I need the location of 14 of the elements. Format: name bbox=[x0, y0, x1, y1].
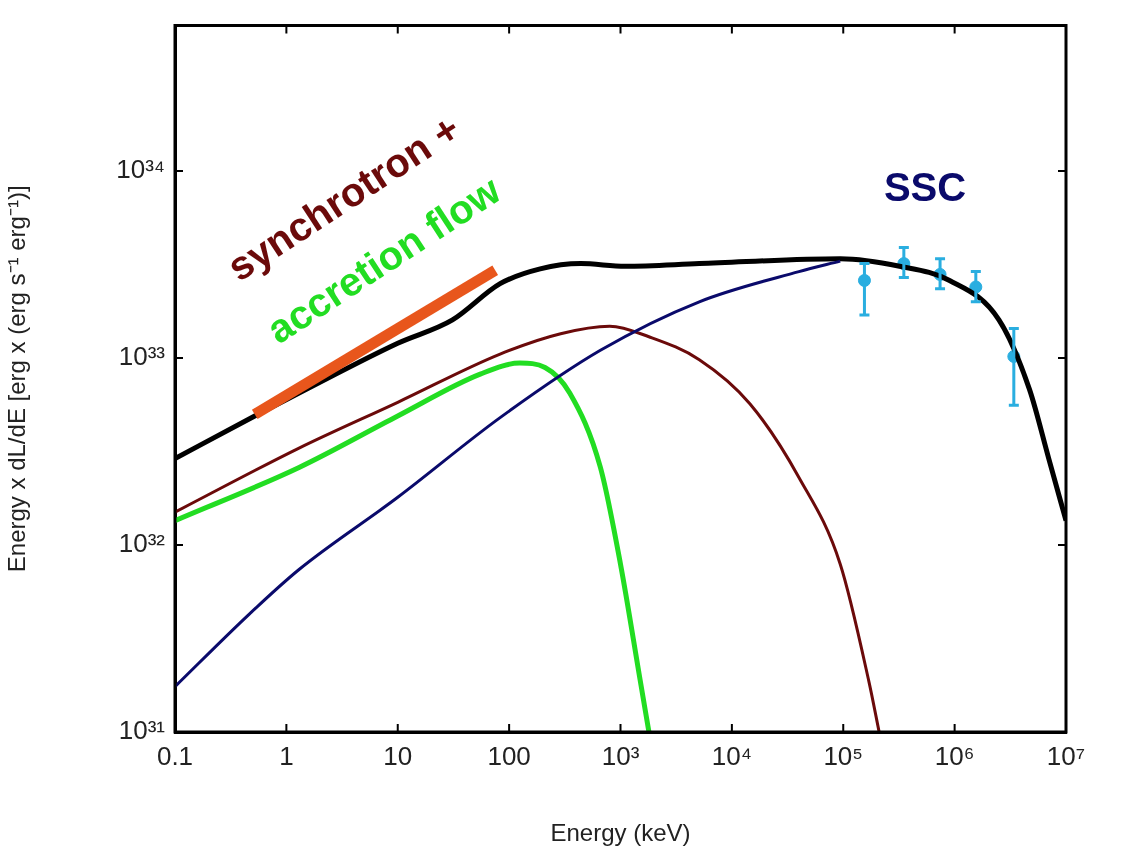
x-tick-label: 10⁶ bbox=[934, 740, 975, 771]
x-tick-label: 10³ bbox=[601, 740, 640, 771]
x-tick-label: 10⁷ bbox=[1046, 740, 1086, 771]
x-tick-label: 10 bbox=[383, 740, 413, 771]
x-tick-label: 1 bbox=[279, 740, 294, 771]
x-tick-label: 10⁵ bbox=[823, 740, 864, 771]
y-axis-title: Energy x dL/dE [erg x (erg s⁻¹ erg⁻¹)] bbox=[3, 185, 31, 573]
y-tick-label: 10³³ bbox=[118, 341, 166, 372]
x-tick-label: 10⁴ bbox=[711, 740, 752, 771]
x-tick-label: 100 bbox=[487, 740, 531, 771]
x-axis-title: Energy (keV) bbox=[550, 819, 691, 847]
series-label: SSC bbox=[883, 165, 967, 210]
y-tick-label: 10³⁴ bbox=[116, 154, 165, 185]
y-tick-label: 10³² bbox=[118, 528, 166, 559]
